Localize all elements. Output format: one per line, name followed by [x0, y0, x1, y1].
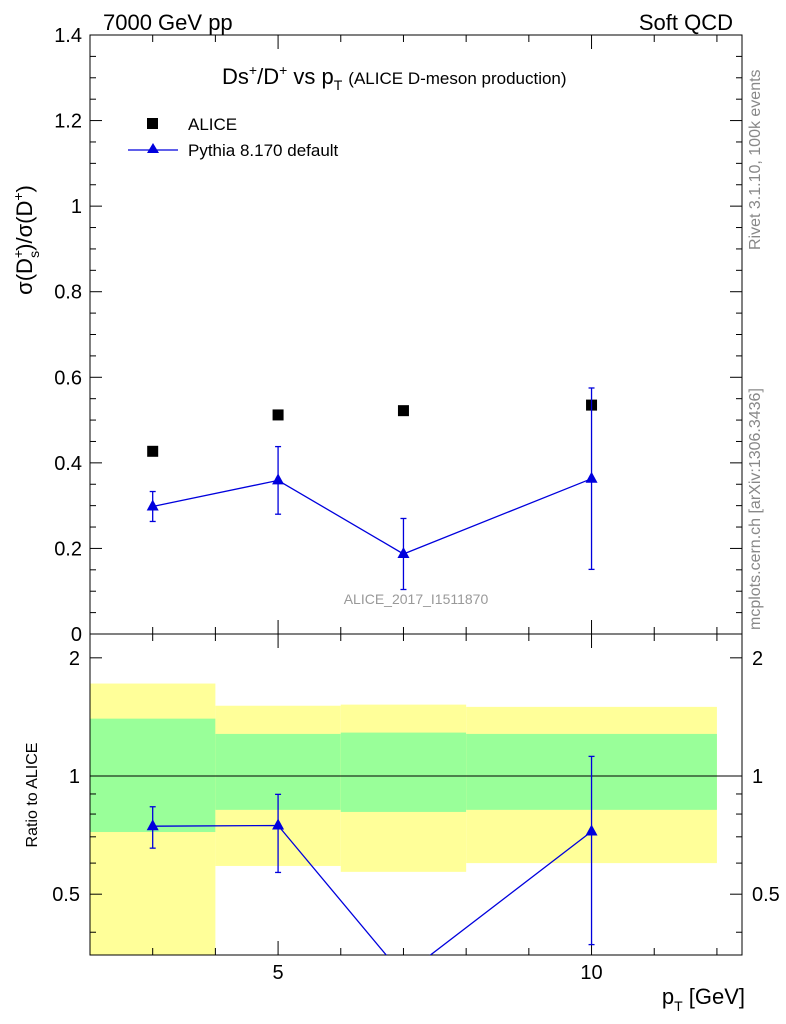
- x-axis-label: pT [GeV]: [662, 984, 745, 1014]
- pythia-point: [585, 471, 598, 483]
- ratio-ytick-label: 2: [69, 648, 80, 670]
- ratio-pythia-point: [146, 819, 159, 831]
- legend: ALICE Pythia 8.170 default: [128, 115, 339, 160]
- legend-alice-label: ALICE: [188, 115, 237, 134]
- pythia-point: [272, 473, 285, 485]
- ratio-ytick-label-right: 2: [752, 648, 763, 670]
- pythia-point: [397, 546, 410, 558]
- ratio-bands: [90, 683, 742, 955]
- pythia-point: [146, 499, 159, 511]
- main-ytick-label: 0.8: [54, 282, 82, 304]
- main-ytick-label: 1: [71, 196, 82, 218]
- main-ytick-label: 1.4: [54, 25, 82, 47]
- ratio-ylabel: Ratio to ALICE: [24, 743, 41, 848]
- ratio-frame: [89, 633, 743, 956]
- ratio-ytick-label: 1: [69, 766, 80, 788]
- ratio-band-inner: [340, 732, 467, 812]
- legend-mc-label: Pythia 8.170 default: [188, 141, 339, 160]
- ratio-pythia-line: [152, 824, 592, 955]
- legend-alice-marker: [147, 118, 158, 129]
- main-title: Ds+/D+ vs pT (ALICE D-meson production): [222, 62, 567, 93]
- ratio-ticks: 5 10 0.5 0.5 1 1 2 2: [52, 633, 780, 984]
- header-left: 7000 GeV pp: [103, 10, 233, 35]
- ratio-xtick-label: 5: [273, 962, 284, 984]
- ratio-ytick-label: 0.5: [52, 884, 80, 906]
- alice-point: [147, 445, 159, 457]
- rivet-label: Rivet 3.1.10, 100k events: [747, 69, 764, 250]
- main-marks: [146, 387, 598, 591]
- ratio-ytick-label-right: 1: [752, 766, 763, 788]
- ratio-pythia-point: [272, 818, 285, 830]
- legend-mc-marker: [147, 143, 159, 153]
- main-ytick-label: 0: [71, 624, 82, 646]
- ratio-marks: [146, 755, 598, 955]
- main-ytick-label: 0.4: [54, 453, 82, 475]
- alice-point: [272, 409, 284, 421]
- analysis-watermark: ALICE_2017_I1511870: [344, 591, 489, 607]
- mcplots-label: mcplots.cern.ch [arXiv:1306.3436]: [747, 388, 764, 630]
- alice-point: [397, 405, 409, 417]
- main-ytick-label: 1.2: [54, 111, 82, 133]
- ratio-pythia-point: [585, 824, 598, 836]
- ratio-ytick-label-right: 0.5: [752, 884, 780, 906]
- main-ytick-label: 0.6: [54, 367, 82, 389]
- main-ytick-label: 0.2: [54, 538, 82, 560]
- pythia-line: [152, 478, 592, 555]
- ratio-xtick-label: 10: [580, 962, 602, 984]
- main-ylabel: σ(D+s)/σ(D+): [10, 185, 42, 295]
- header-right: Soft QCD: [639, 10, 733, 35]
